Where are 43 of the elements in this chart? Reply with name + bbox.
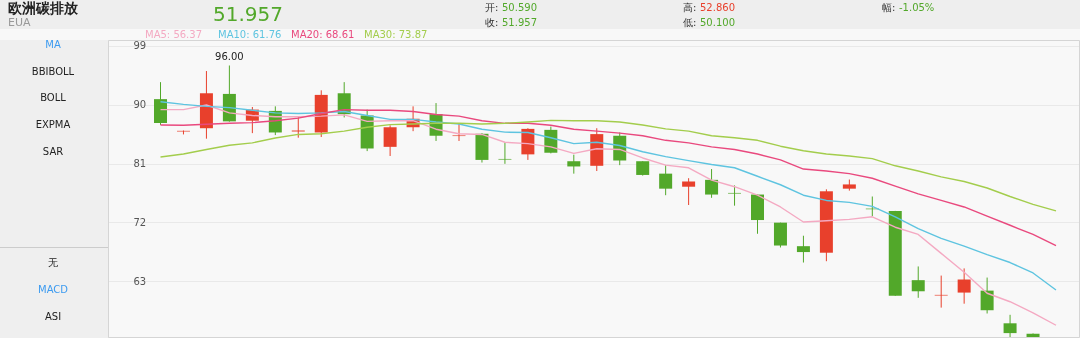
text: BOLL	[40, 92, 67, 103]
candlestick	[1003, 314, 1017, 338]
candlestick	[498, 141, 512, 165]
text: 51.957	[502, 17, 537, 28]
text: MA10: 61.76	[218, 29, 282, 40]
candlestick	[773, 222, 787, 248]
y-tick-label: 72	[133, 216, 147, 228]
candlestick	[659, 164, 673, 196]
text: MA30: 73.87	[364, 29, 428, 40]
text: MA5: 56.37	[145, 29, 203, 40]
text: 高: 52.860	[683, 2, 735, 13]
text: BBIBOLL	[31, 66, 75, 77]
candlestick	[934, 275, 948, 309]
text: 开: 50.590	[485, 2, 537, 13]
y-tick-label: 63	[133, 275, 147, 287]
text: 收:	[485, 17, 499, 28]
text: MA20: 68.61	[291, 29, 355, 40]
text: MA	[45, 39, 61, 50]
candlestick	[911, 265, 925, 299]
candlestick	[705, 168, 719, 199]
text: 幅: -1.05%	[882, 2, 935, 13]
candlestick	[957, 267, 971, 305]
text: 低: 50.100	[683, 17, 735, 28]
y-tick-label: 81	[133, 158, 147, 170]
candlestick	[980, 277, 994, 314]
candlestick	[728, 184, 742, 207]
y-tick-label: 90	[133, 99, 147, 111]
candlestick	[567, 154, 581, 175]
text: EUA	[8, 16, 31, 29]
text: 51.957	[213, 2, 283, 26]
text: MACD	[38, 284, 69, 295]
candlestick	[452, 123, 466, 142]
text: 无	[48, 257, 58, 268]
y-tick-label: 99	[133, 40, 147, 52]
text: SAR	[42, 146, 64, 157]
chart-title: 欧洲碳排放	[8, 0, 79, 16]
candlestick	[383, 124, 397, 157]
text: ASI	[44, 311, 62, 322]
annotation: 96.00	[215, 51, 244, 63]
text: EXPMA	[35, 119, 71, 130]
candlestick	[154, 81, 168, 126]
candlestick	[796, 235, 810, 264]
candlestick	[682, 177, 696, 206]
